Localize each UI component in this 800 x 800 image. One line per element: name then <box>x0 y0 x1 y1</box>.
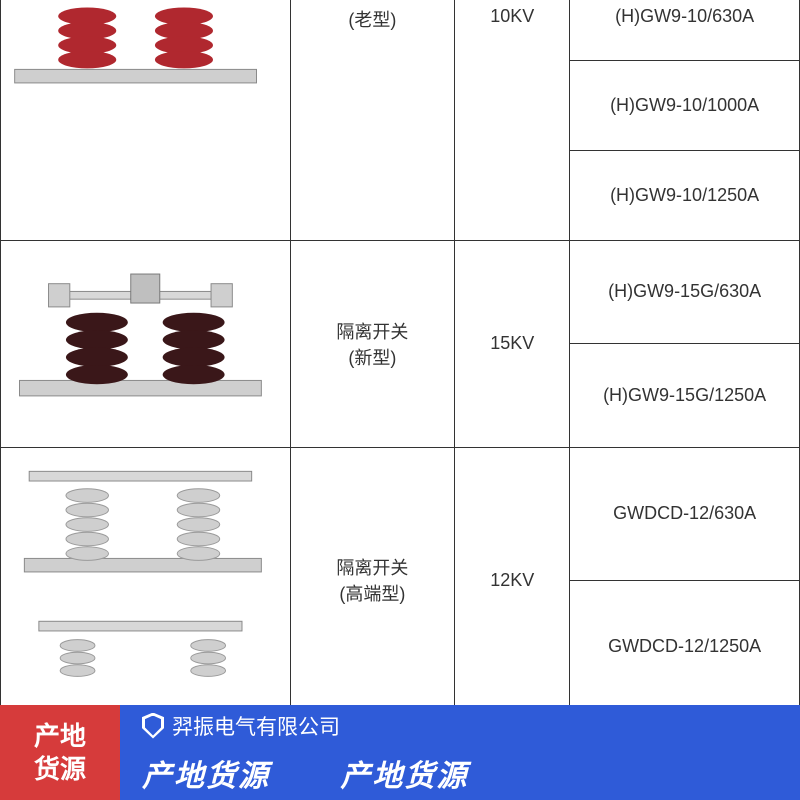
shield-icon <box>142 713 164 739</box>
tagline-row: 产地货源 产地货源 <box>142 751 800 795</box>
model-cell: (H)GW9-10/630A <box>570 0 800 60</box>
product-image-high <box>1 447 291 713</box>
model-text: GWDCD-12/1250A <box>608 636 761 656</box>
badge-line2: 货源 <box>34 753 86 786</box>
badge: 产地 货源 <box>0 705 120 800</box>
product-name-old: (老型) <box>290 0 455 240</box>
model-cell: (H)GW9-15G/1250A <box>570 344 800 448</box>
isolator-new-illustration <box>5 245 286 438</box>
name-line1: 隔离开关 <box>336 322 408 342</box>
company-name: 羿振电气有限公司 <box>172 711 340 741</box>
model-text: (H)GW9-15G/1250A <box>603 385 766 405</box>
name-line2: (新型) <box>348 348 396 368</box>
isolator-high-illustration <box>5 452 286 704</box>
model-cell: (H)GW9-10/1250A <box>570 150 800 240</box>
product-image-new <box>1 240 291 447</box>
model-text: (H)GW9-10/1000A <box>610 95 759 115</box>
voltage-10kv: 10KV <box>455 0 570 240</box>
model-text: (H)GW9-15G/630A <box>608 281 761 301</box>
product-name-high: 隔离开关 (高端型) <box>290 447 455 713</box>
company-row: 羿振电气有限公司 <box>142 711 800 741</box>
voltage-text: 12KV <box>490 570 534 590</box>
product-name-new: 隔离开关 (新型) <box>290 240 455 447</box>
model-text: (H)GW9-10/1250A <box>610 185 759 205</box>
voltage-12kv: 12KV <box>455 447 570 713</box>
badge-line1: 产地 <box>34 720 86 753</box>
voltage-text: 10KV <box>490 6 534 26</box>
tagline-text: 产地货源 <box>142 760 270 793</box>
name-line2: (高端型) <box>339 584 405 604</box>
banner-content: 羿振电气有限公司 产地货源 产地货源 <box>120 711 800 795</box>
footer-banner: 产地 货源 羿振电气有限公司 产地货源 产地货源 <box>0 705 800 800</box>
isolator-old-illustration <box>5 2 286 234</box>
name-line1: 隔离开关 <box>336 558 408 578</box>
model-cell: GWDCD-12/1250A <box>570 580 800 713</box>
model-cell: (H)GW9-15G/630A <box>570 240 800 344</box>
model-text: GWDCD-12/630A <box>613 503 756 523</box>
name-text: (老型) <box>348 10 396 30</box>
model-cell: (H)GW9-10/1000A <box>570 60 800 150</box>
model-cell: GWDCD-12/630A <box>570 447 800 580</box>
voltage-15kv: 15KV <box>455 240 570 447</box>
tagline-text-repeat: 产地货源 <box>340 760 468 793</box>
product-image-old <box>1 0 291 240</box>
voltage-text: 15KV <box>490 333 534 353</box>
spec-table: (老型) 10KV (H)GW9-10/630A (H)GW9-10/1000A… <box>0 0 800 713</box>
model-text: (H)GW9-10/630A <box>615 6 754 26</box>
